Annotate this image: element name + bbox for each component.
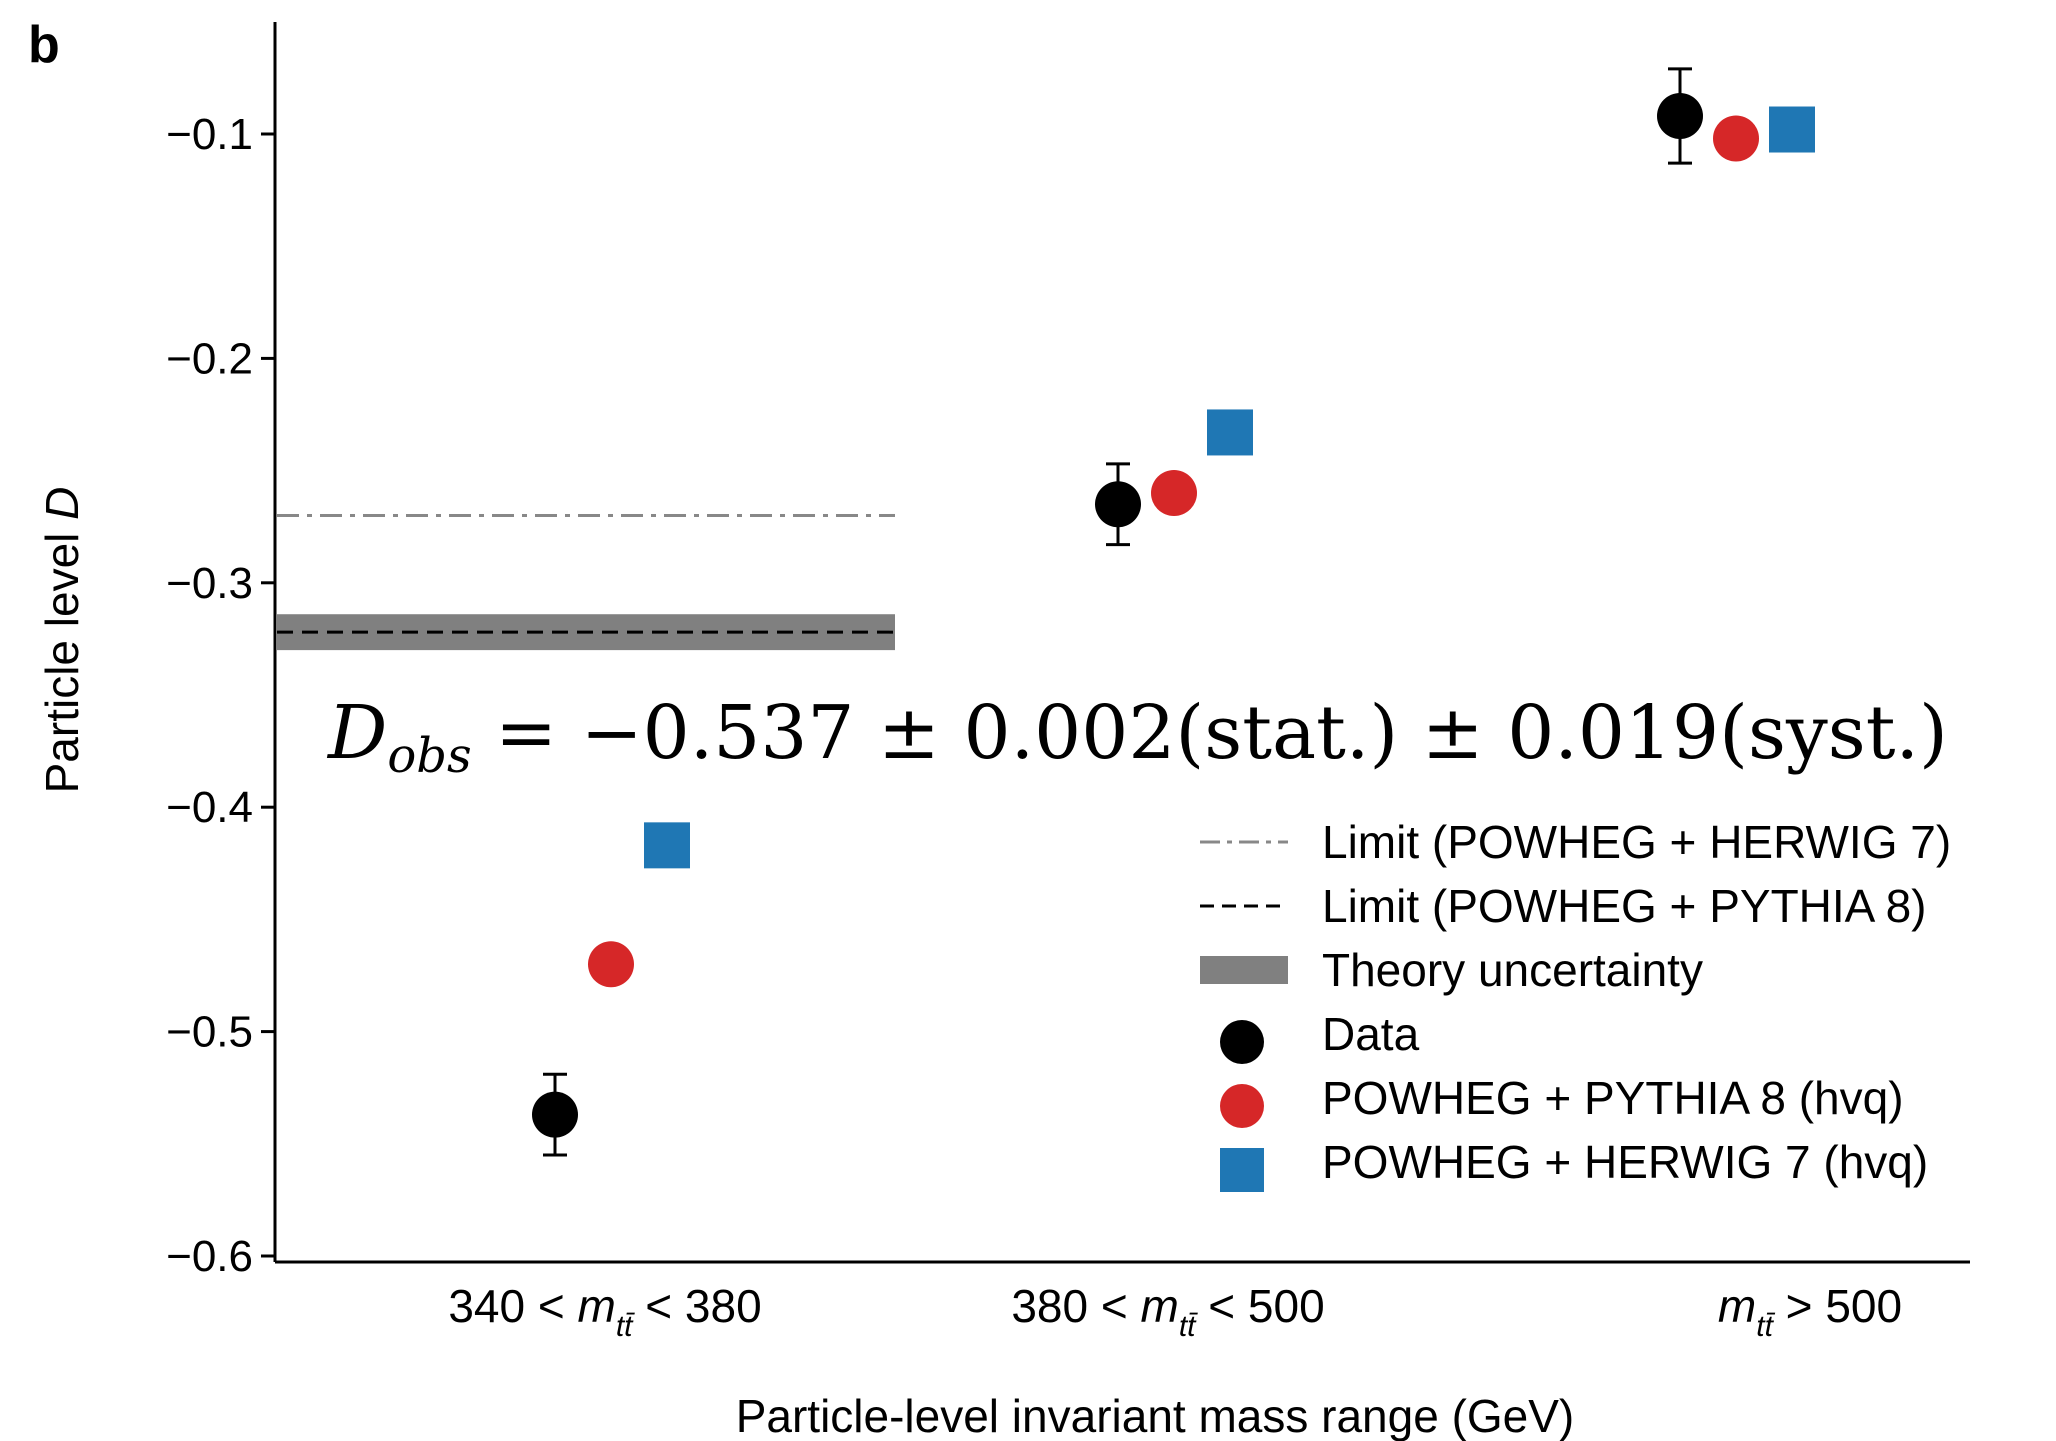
annotation-sub: obs: [387, 728, 471, 784]
data-point: [1657, 93, 1703, 140]
y-axis-label-text: Particle level: [36, 520, 88, 794]
legend-swatch: [1220, 1020, 1264, 1064]
herwig-point: [1207, 409, 1253, 456]
x-tick-label-pre: 380 <: [1011, 1280, 1140, 1332]
x-tick-label: 340 < mtt̄ < 380: [448, 1280, 761, 1343]
legend-label: Limit (POWHEG + PYTHIA 8): [1322, 880, 1927, 932]
pythia-point: [588, 941, 634, 988]
legend-label: Theory uncertainty: [1322, 944, 1703, 996]
x-tick-label-m: m: [1141, 1280, 1179, 1332]
x-tick-label: 380 < mtt̄ < 500: [1011, 1280, 1324, 1343]
legend-swatch: [1220, 1148, 1264, 1192]
legend: Limit (POWHEG + HERWIG 7) Limit (POWHEG +…: [1200, 816, 1951, 1192]
x-tick-label-sub: tt̄: [1179, 1310, 1199, 1343]
y-tick-label: −0.4: [166, 783, 253, 832]
x-tick-label-m: m: [1718, 1280, 1756, 1332]
data-point: [532, 1091, 578, 1138]
annotation-dobs: Dobs = −0.537 ± 0.002(stat.) ± 0.019(sys…: [326, 690, 1948, 784]
panel-label: b: [28, 16, 60, 74]
legend-label: Data: [1322, 1008, 1420, 1060]
annotation-rest: = −0.537 ± 0.002(stat.) ± 0.019(syst.): [472, 690, 1948, 776]
y-tick-label: −0.2: [166, 334, 253, 383]
legend-label: Limit (POWHEG + HERWIG 7): [1322, 816, 1951, 868]
pythia-point: [1713, 115, 1759, 162]
y-axis-label: Particle level D: [36, 487, 88, 794]
x-tick-label-post: > 500: [1773, 1280, 1902, 1332]
herwig-point: [644, 822, 690, 869]
legend-label: POWHEG + HERWIG 7 (hvq): [1322, 1136, 1928, 1188]
y-axis-label-var: D: [36, 487, 88, 520]
plot-area: −0.1−0.2−0.3−0.4−0.5−0.6 340 < mtt̄ < 38…: [166, 22, 1970, 1343]
y-tick-label: −0.5: [166, 1008, 253, 1057]
x-tick-label-m: m: [578, 1280, 616, 1332]
y-tick-label: −0.1: [166, 110, 253, 159]
legend-swatch: [1220, 1084, 1264, 1128]
y-tick-label: −0.3: [166, 559, 253, 608]
pythia-point: [1151, 470, 1197, 517]
annotation-d: D: [326, 690, 387, 776]
x-tick-label-post: < 500: [1196, 1280, 1325, 1332]
data-point: [1095, 481, 1141, 528]
y-tick-label: −0.6: [166, 1232, 253, 1281]
herwig-point: [1769, 106, 1815, 153]
x-tick-label-sub: tt̄: [1756, 1310, 1776, 1343]
y-ticks: −0.1 −0.2 −0.3 −0.4 −0.5 −0.6: [166, 110, 275, 1281]
x-axis-label: Particle-level invariant mass range (GeV…: [736, 1390, 1575, 1441]
legend-label: POWHEG + PYTHIA 8 (hvq): [1322, 1072, 1904, 1124]
x-tick-label-post: < 380: [633, 1280, 762, 1332]
x-tick-label-sub: tt̄: [616, 1310, 636, 1343]
legend-swatch: [1200, 956, 1288, 984]
x-tick-label: mtt̄ > 500: [1718, 1280, 1902, 1343]
x-ticks: 340 < mtt̄ < 380 380 < mtt̄ < 500 mtt̄ > 5…: [448, 1280, 1902, 1343]
limit-lines: [277, 513, 895, 651]
markers: [532, 67, 1815, 1157]
x-tick-label-pre: 340 <: [448, 1280, 577, 1332]
